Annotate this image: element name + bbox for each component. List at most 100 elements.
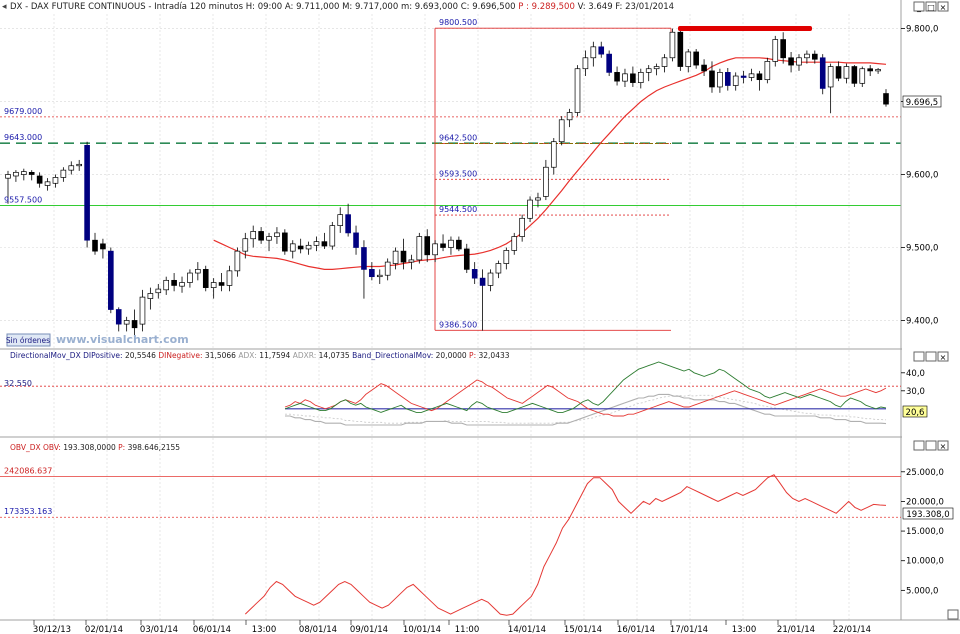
candle-body [44,181,51,186]
obv-panel-controls[interactable]: × [913,440,949,451]
candle-body [202,269,209,288]
obv-close-icon: × [940,442,947,451]
candle-body [772,39,779,62]
candle-body [574,68,581,113]
candle-body [487,272,494,286]
obv-y-tick-label: 25.000,0 [906,468,944,478]
candle-body [590,46,597,59]
candle-body [250,231,257,240]
candle-body [28,171,35,175]
candle-body [495,263,502,274]
candle-body [84,144,90,241]
adx-line [285,393,887,426]
dmi-y-tick-label: 30,0 [906,387,925,397]
y-tick-label: 9.400,0 [906,316,938,326]
x-tick-label: 30/12/13 [33,625,71,634]
candle-body [764,61,771,81]
candle-body [13,171,19,177]
candle-body [392,250,399,264]
dmi-last-box: 20,6 [902,405,928,418]
candle-body [147,293,154,299]
maximize-button[interactable] [925,1,937,12]
panel-divider-main [0,348,902,350]
obv-y-tick-label: 5.000,0 [906,586,938,596]
obv-panel: 25.000,0 20.000,0 15.000,0 10.000,0 5.000,0 2… [0,466,944,616]
x-tick-label: 15/01/14 [564,625,602,634]
dmi-last-label: 20,6 [906,408,925,418]
obv-minimize-button[interactable] [913,440,925,451]
candle-body [321,241,328,247]
candle-body [511,236,518,251]
level-label: 9643.000 [4,133,42,142]
obv-close-button[interactable] [937,440,949,451]
obv-last-label: 193.308,0 [906,510,949,520]
candle-body [376,274,383,278]
adxr-line [285,394,887,424]
dmi-maximize-button[interactable] [925,351,937,362]
obv-y-tick-label: 10.000,0 [906,557,944,567]
main-panel-controls[interactable]: _ □ × [913,1,949,12]
candle-body [210,282,217,288]
candle-body [123,320,130,325]
candle-body [851,66,858,84]
candle-body [384,261,391,276]
last-price-label: 9.696,5 [906,98,938,108]
candle-body [653,66,660,70]
fib-label: 9386.500 [439,320,477,329]
candle-body [289,243,296,252]
x-tick-label: 06/01/14 [193,625,231,634]
di-positive-line [284,361,887,413]
candle-body [883,93,889,105]
dmi-level-label: 32.550 [4,379,32,388]
x-tick-label: 14/01/14 [508,625,546,634]
candle-body [558,119,565,143]
candle-body [748,73,755,78]
candle-body [179,282,185,287]
candle-body [550,141,557,168]
close-button[interactable] [937,1,949,12]
obv-maximize-button[interactable] [925,440,937,451]
candle-body [242,238,249,252]
candle-body [732,75,739,86]
minimize-button[interactable] [913,1,925,12]
y-tick-label: 9.600,0 [906,171,938,181]
dmi-close-button[interactable] [937,351,949,362]
obv-level-label: 242086.637 [4,466,52,475]
candle-body [527,199,533,219]
candle-body [756,73,763,81]
candle-body [369,269,375,278]
candle-body [835,66,842,79]
obv-title: OBV_DX OBV: 193.308,0000 P: 398.646,2155 [10,443,180,452]
candle-body [788,57,794,66]
candle-body [432,243,438,256]
candle-body [282,232,288,252]
candle-body [843,66,850,79]
last-price-box: 9.696,5 [902,95,942,108]
candle-body [875,69,881,72]
level-label: 9557.500 [4,196,42,205]
zoom-button[interactable] [947,609,959,620]
minimize-icon: _ [916,3,922,12]
x-tick-label: 22/01/14 [833,625,871,634]
candle-body [479,277,486,286]
x-tick-label: 21/01/14 [777,625,815,634]
header-arrow-icon: ◂ [2,2,7,12]
candle-body [187,272,193,283]
candle-body [226,270,233,286]
candle-body [131,320,138,329]
candle-body [21,171,27,175]
candle-body [171,279,177,286]
resistance-highlight-bar [678,26,812,31]
candle-body [566,112,573,121]
candle-body [440,243,446,248]
candle-body [274,232,280,237]
candle-body [685,51,692,67]
candle-body [36,175,43,184]
dmi-panel-controls[interactable]: × [913,351,949,362]
candle-body [543,166,549,197]
candle-body [606,53,612,73]
candle-body [92,239,98,252]
dmi-minimize-button[interactable] [913,351,925,362]
no-orders-button[interactable] [6,333,51,347]
candle-body [313,241,320,246]
